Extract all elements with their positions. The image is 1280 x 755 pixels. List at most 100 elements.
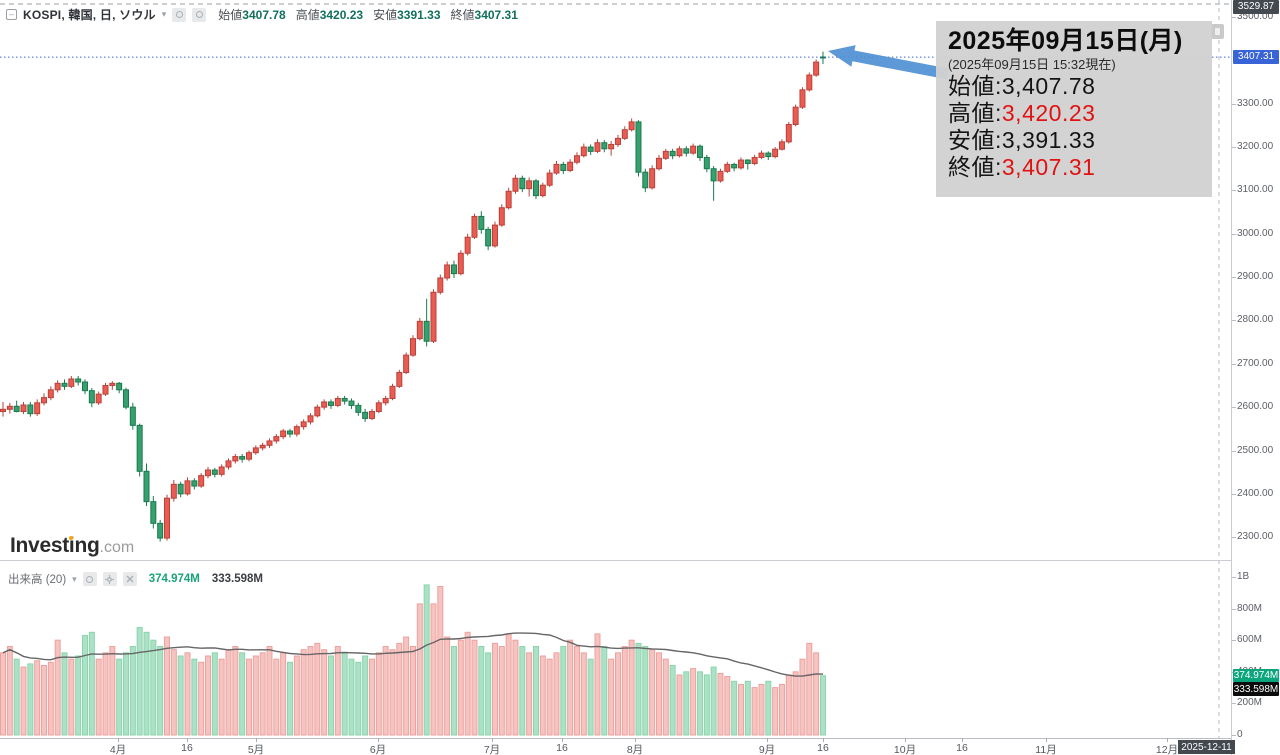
axis-label: 3100.00 [1237, 184, 1274, 196]
time-axis-tick [905, 738, 906, 742]
axis-tick [1232, 450, 1236, 452]
axis-tick [1232, 537, 1236, 539]
price-axis[interactable]: 3529.87 3407.31 374.974M 333.598M 3500.0… [1232, 0, 1280, 755]
axis-tick [1232, 147, 1236, 149]
eye-glyph [175, 11, 183, 18]
axis-tick [1232, 608, 1236, 610]
volume-badge: 374.974M [1233, 668, 1279, 683]
time-axis-tick [562, 738, 563, 742]
price-axis-border [1231, 0, 1232, 755]
time-axis-label: 16 [556, 742, 568, 754]
axis-tick [1232, 493, 1236, 495]
axis-tick [1232, 735, 1236, 736]
annotation-close-row: 終値:3,407.31 [948, 154, 1096, 180]
axis-tick [1232, 577, 1236, 578]
settings-icon[interactable] [192, 7, 207, 22]
axis-marker-icon[interactable] [1211, 24, 1224, 39]
axis-tick [1232, 190, 1236, 192]
axis-tick [1232, 703, 1236, 705]
symbol-title[interactable]: KOSPI, 韓国, 日, ソウル [23, 8, 156, 22]
axis-label: 3000.00 [1237, 227, 1274, 239]
time-axis-tick [767, 738, 768, 742]
axis-label: 2700.00 [1237, 357, 1274, 369]
time-axis-tick [187, 738, 188, 742]
volume-ma-value: 333.598M [211, 573, 263, 585]
time-axis-tick [1167, 738, 1168, 742]
axis-tick [1232, 233, 1236, 235]
pane-divider[interactable] [0, 560, 1280, 561]
ohlc-annotation-box: 2025年09月15日(月) (2025年09月15日 15:32現在) 始値:… [936, 21, 1212, 197]
close-value: 終値3407.31 [450, 8, 518, 22]
time-axis-label: 4月 [109, 744, 127, 755]
axis-label: 0 [1237, 729, 1243, 740]
axis-label: 3500.00 [1237, 11, 1274, 22]
time-axis-tick [1046, 738, 1047, 742]
time-axis-tick [823, 738, 824, 742]
time-axis-label: 6月 [369, 744, 387, 755]
annotation-high-row: 高値:3,420.23 [948, 100, 1096, 126]
axis-label: 600M [1237, 634, 1263, 646]
investing-logo: Investing.com [10, 534, 135, 557]
open-value: 始値3407.78 [218, 8, 286, 22]
time-axis-label: 16 [817, 742, 829, 754]
axis-label: 2600.00 [1237, 401, 1274, 413]
time-axis-tick [256, 738, 257, 742]
axis-label: 3300.00 [1237, 97, 1274, 109]
axis-tick [1232, 640, 1236, 642]
x-glyph [126, 575, 134, 583]
time-axis-border [0, 738, 1280, 739]
axis-label: 2400.00 [1237, 487, 1274, 499]
visibility-icon[interactable] [172, 7, 187, 22]
axis-label: 2900.00 [1237, 271, 1274, 283]
axis-label: 2500.00 [1237, 444, 1274, 456]
time-axis-label: 11月 [1035, 744, 1057, 755]
gear-glyph [195, 11, 203, 18]
time-axis-tick [962, 738, 963, 742]
ohlc-strip: 始値3407.78 高値3420.23 安値3391.33 終値3407.31 [218, 6, 518, 23]
time-axis-label: 16 [956, 742, 968, 754]
eye-glyph [86, 575, 94, 583]
collapse-icon[interactable]: – [6, 9, 17, 20]
time-axis-label: 8月 [626, 744, 644, 755]
time-axis-label: 10月 [893, 744, 917, 755]
axis-label: 1B [1237, 571, 1250, 582]
volume-ma-badge: 333.598M [1233, 682, 1279, 696]
axis-tick [1232, 277, 1236, 279]
chevron-down-icon[interactable]: ▾ [161, 9, 167, 19]
axis-label: 800M [1237, 602, 1263, 614]
indicator-settings-icon[interactable] [102, 572, 117, 586]
candlestick-chart-canvas[interactable] [0, 0, 1232, 738]
high-value: 高値3420.23 [295, 8, 364, 22]
axis-tick [1232, 407, 1236, 409]
axis-tick [1232, 363, 1236, 365]
gear-glyph [105, 574, 115, 584]
volume-current-value: 374.974M [148, 573, 200, 585]
annotation-date-title: 2025年09月15日(月) [948, 27, 1183, 55]
annotation-timestamp: (2025年09月15日 15:32現在) [948, 57, 1116, 72]
axis-label: 200M [1237, 697, 1263, 709]
axis-label: 3200.00 [1237, 141, 1274, 153]
axis-tick [1232, 320, 1236, 322]
axis-tick [1232, 17, 1236, 18]
annotation-low-row: 安値:3,391.33 [948, 127, 1096, 153]
last-price-badge: 3407.31 [1233, 50, 1279, 64]
time-axis-label: 12月 [1155, 744, 1179, 755]
time-axis-tick [635, 738, 636, 742]
time-axis-label: 16 [181, 742, 193, 754]
low-value: 安値3391.33 [373, 8, 441, 22]
axis-tick [1232, 103, 1236, 105]
close-icon[interactable] [122, 572, 137, 586]
time-axis-tick [378, 738, 379, 742]
visibility-icon[interactable] [82, 572, 97, 586]
last-date-badge: 2025-12-11 [1178, 740, 1235, 754]
time-axis[interactable]: 4月 16 5月 6月 7月 16 8月 9月 16 10月 16 11月 12月 [0, 738, 1232, 755]
time-axis-label: 5月 [247, 744, 265, 755]
alltime-high-badge: 3529.87 [1233, 0, 1279, 14]
annotation-open-row: 始値:3,407.78 [948, 73, 1096, 99]
chart-header: – KOSPI, 韓国, 日, ソウル ▾ 始値3407.78 高値3420.2… [6, 6, 518, 23]
chevron-down-icon[interactable]: ▾ [72, 573, 77, 584]
time-axis-label: 7月 [483, 744, 501, 755]
logo-orange-dot: i [68, 534, 75, 557]
volume-indicator-title[interactable]: 出来高 (20) [8, 574, 67, 586]
